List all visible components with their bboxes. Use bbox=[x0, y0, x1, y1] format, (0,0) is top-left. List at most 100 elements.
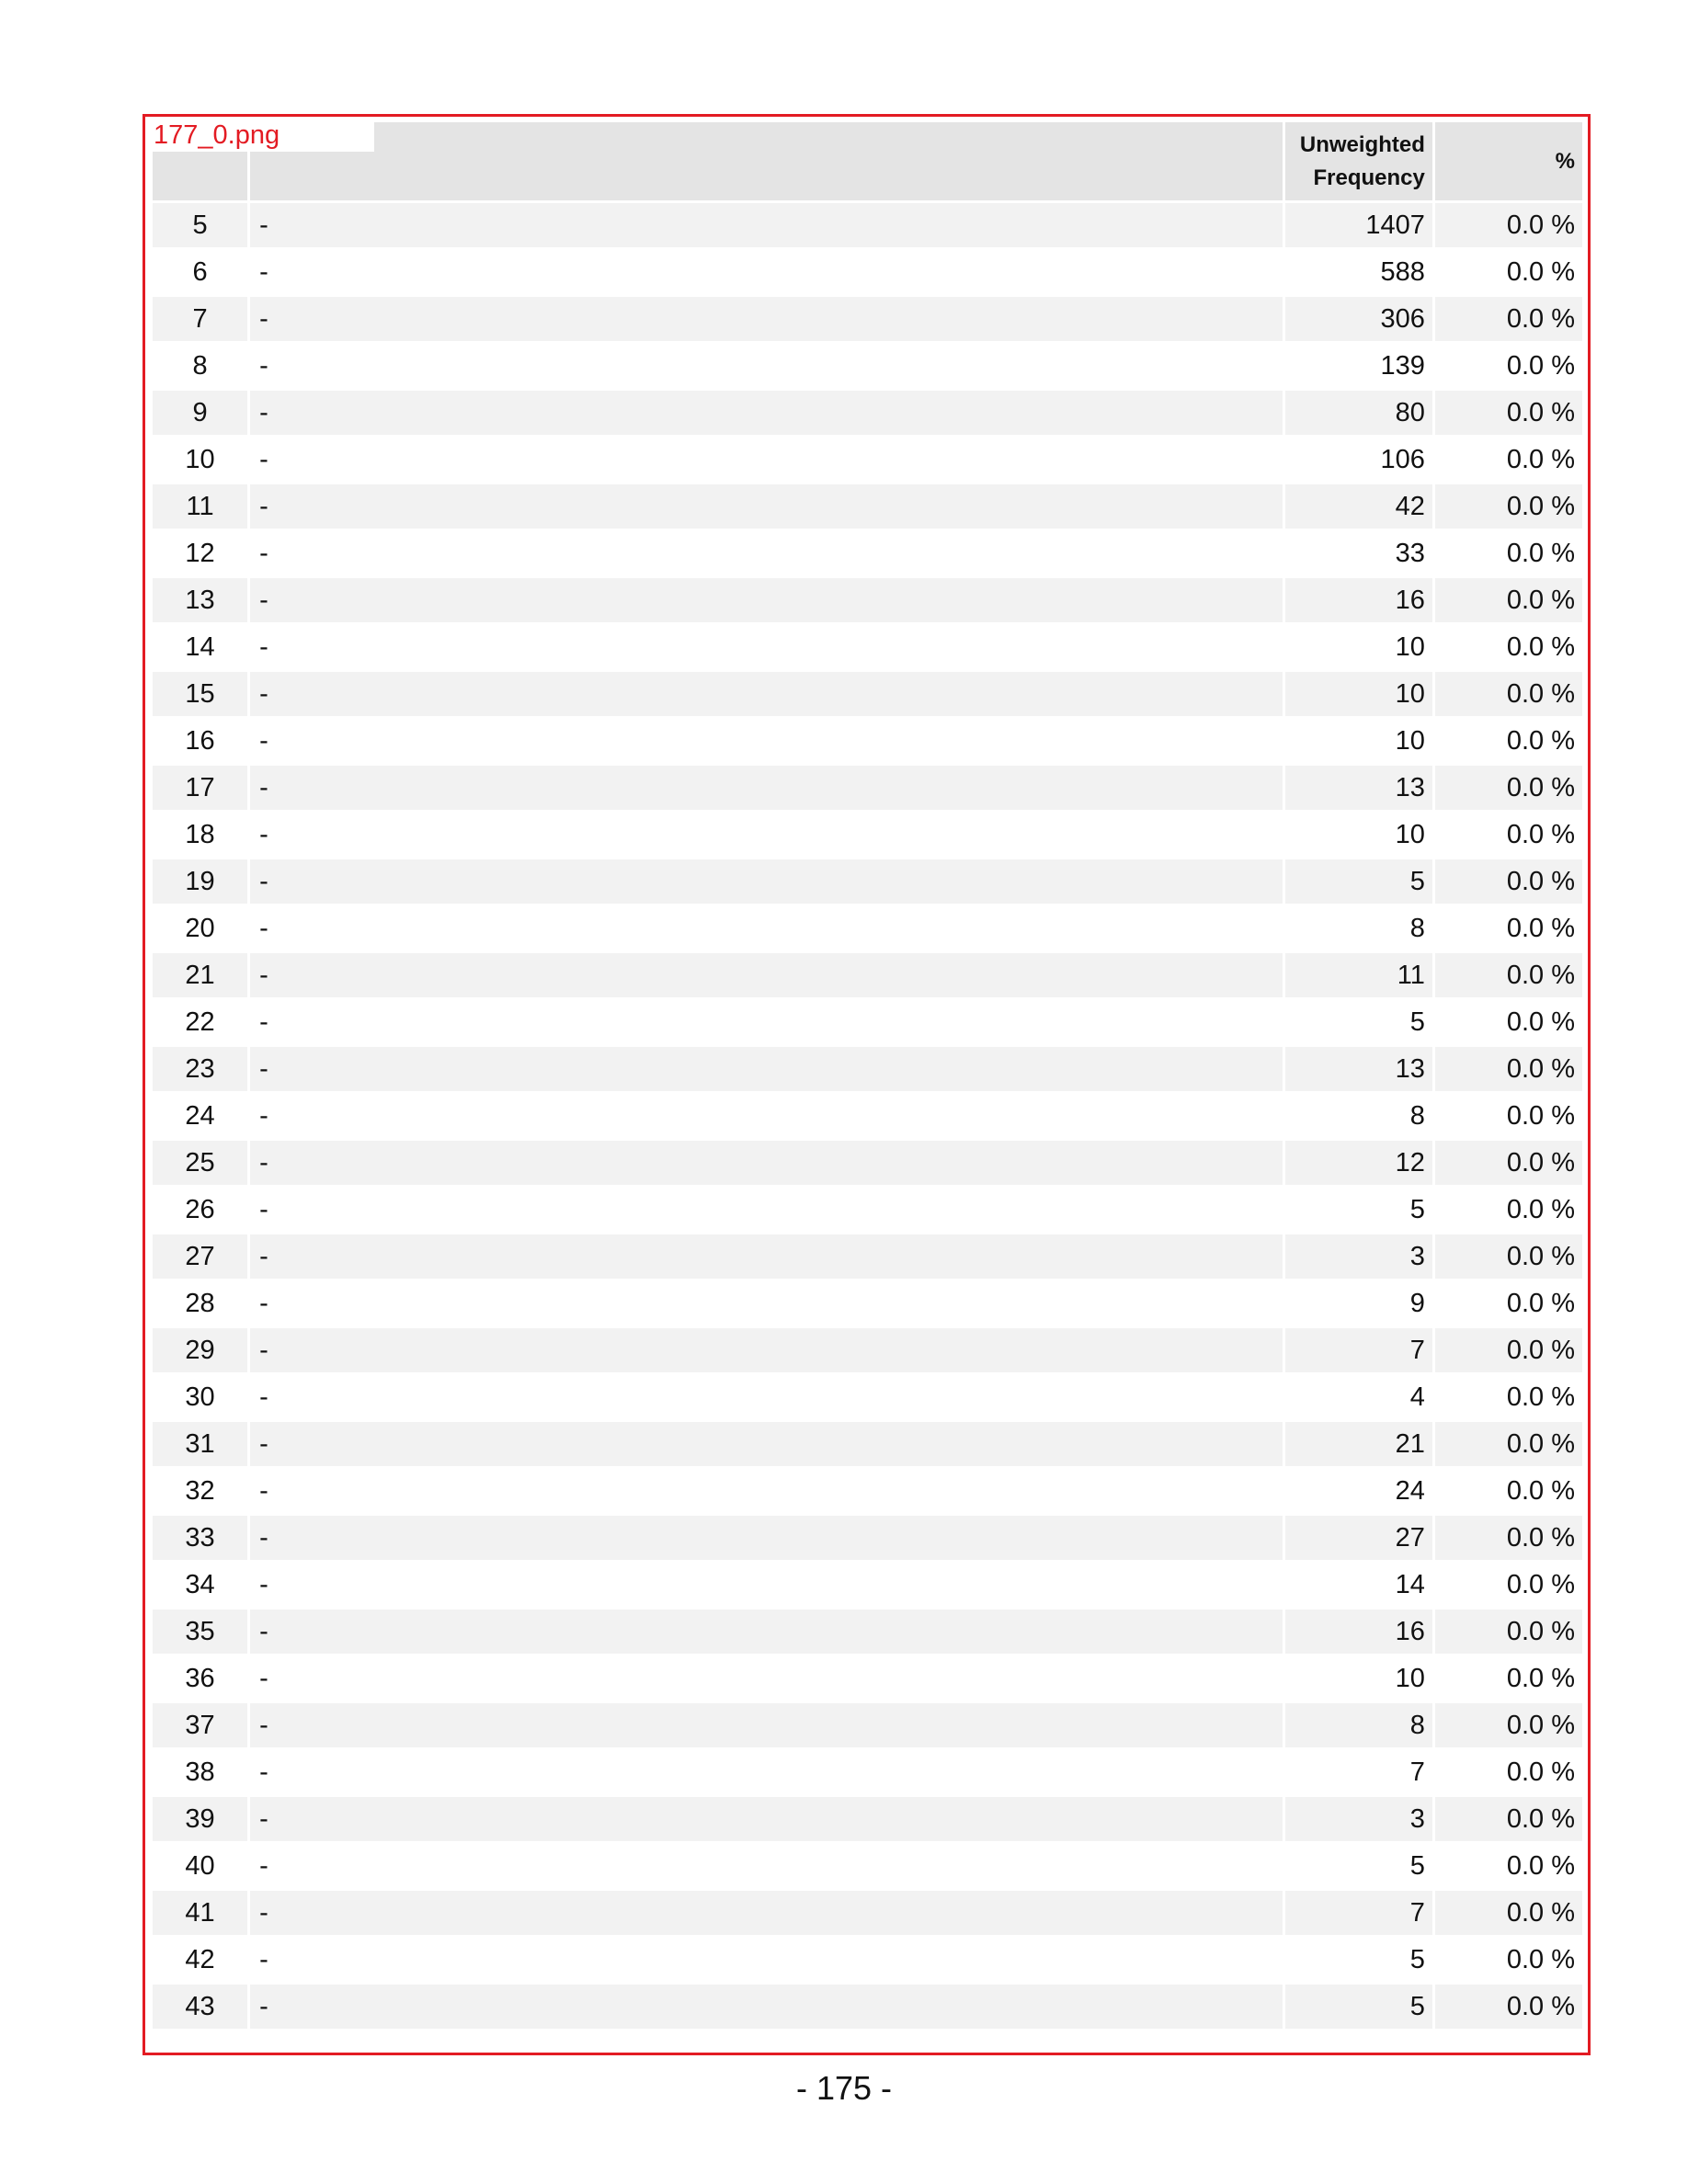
table-row: 20-8 0.0 % bbox=[153, 906, 1582, 950]
label-cell: - bbox=[250, 953, 1283, 997]
code-cell: 28 bbox=[153, 1281, 248, 1325]
frequency-cell: 80 bbox=[1284, 391, 1432, 435]
frequency-cell: 8 bbox=[1284, 906, 1432, 950]
code-cell: 15 bbox=[153, 672, 248, 716]
highlight-frame bbox=[143, 114, 1591, 2055]
frequency-cell: 21 bbox=[1284, 1422, 1432, 1466]
code-cell: 40 bbox=[153, 1844, 248, 1888]
label-cell: - bbox=[250, 1750, 1283, 1794]
table-row: 31-21 0.0 % bbox=[153, 1422, 1582, 1466]
label-cell: - bbox=[250, 203, 1283, 247]
table-row: 22-5 0.0 % bbox=[153, 1000, 1582, 1044]
frequency-cell: 588 bbox=[1284, 250, 1432, 294]
label-cell: - bbox=[250, 1563, 1283, 1607]
table-row: 38-7 0.0 % bbox=[153, 1750, 1582, 1794]
frequency-cell: 11 bbox=[1284, 953, 1432, 997]
code-cell: 30 bbox=[153, 1375, 248, 1419]
table-row: 10-106 0.0 % bbox=[153, 438, 1582, 482]
code-cell: 13 bbox=[153, 578, 248, 622]
percent-cell: 0.0 % bbox=[1434, 578, 1582, 622]
header-percent: % bbox=[1434, 122, 1582, 200]
percent-cell: 0.0 % bbox=[1434, 1844, 1582, 1888]
table-row: 28-9 0.0 % bbox=[153, 1281, 1582, 1325]
frequency-cell: 8 bbox=[1284, 1094, 1432, 1138]
frequency-cell: 7 bbox=[1284, 1750, 1432, 1794]
percent-cell: 0.0 % bbox=[1434, 203, 1582, 247]
percent-cell: 0.0 % bbox=[1434, 1422, 1582, 1466]
label-cell: - bbox=[250, 250, 1283, 294]
table-row: 33-27 0.0 % bbox=[153, 1516, 1582, 1560]
table-row: 41-7 0.0 % bbox=[153, 1891, 1582, 1935]
frequency-cell: 5 bbox=[1284, 1938, 1432, 1982]
table-row: 43-5 0.0 % bbox=[153, 1985, 1582, 2029]
table-row: 15-10 0.0 % bbox=[153, 672, 1582, 716]
code-cell: 34 bbox=[153, 1563, 248, 1607]
table-row: 27-3 0.0 % bbox=[153, 1234, 1582, 1279]
code-cell: 9 bbox=[153, 391, 248, 435]
percent-cell: 0.0 % bbox=[1434, 859, 1582, 904]
table-row: 42-5 0.0 % bbox=[153, 1938, 1582, 1982]
label-cell: - bbox=[250, 1610, 1283, 1654]
percent-cell: 0.0 % bbox=[1434, 1094, 1582, 1138]
frequency-cell: 106 bbox=[1284, 438, 1432, 482]
percent-cell: 0.0 % bbox=[1434, 1141, 1582, 1185]
frequency-cell: 42 bbox=[1284, 484, 1432, 529]
header-label bbox=[250, 122, 1283, 200]
code-cell: 22 bbox=[153, 1000, 248, 1044]
label-cell: - bbox=[250, 531, 1283, 575]
frequency-cell: 16 bbox=[1284, 1610, 1432, 1654]
label-cell: - bbox=[250, 766, 1283, 810]
label-cell: - bbox=[250, 1938, 1283, 1982]
table-row: 14-10 0.0 % bbox=[153, 625, 1582, 669]
label-cell: - bbox=[250, 1328, 1283, 1372]
frequency-cell: 10 bbox=[1284, 813, 1432, 857]
percent-cell: 0.0 % bbox=[1434, 672, 1582, 716]
percent-cell: 0.0 % bbox=[1434, 1563, 1582, 1607]
percent-cell: 0.0 % bbox=[1434, 906, 1582, 950]
table-body: 5-1407 0.0 % 6-588 0.0 % 7-306 0.0 % 8-139 0.0 … bbox=[153, 203, 1582, 2029]
code-cell: 6 bbox=[153, 250, 248, 294]
code-cell: 25 bbox=[153, 1141, 248, 1185]
frequency-cell: 10 bbox=[1284, 672, 1432, 716]
label-cell: - bbox=[250, 1422, 1283, 1466]
table-row: 39-3 0.0 % bbox=[153, 1797, 1582, 1841]
code-cell: 8 bbox=[153, 344, 248, 388]
code-cell: 38 bbox=[153, 1750, 248, 1794]
table-row: 17-13 0.0 % bbox=[153, 766, 1582, 810]
code-cell: 21 bbox=[153, 953, 248, 997]
frequency-cell: 9 bbox=[1284, 1281, 1432, 1325]
code-cell: 29 bbox=[153, 1328, 248, 1372]
label-cell: - bbox=[250, 1188, 1283, 1232]
code-cell: 42 bbox=[153, 1938, 248, 1982]
percent-cell: 0.0 % bbox=[1434, 1750, 1582, 1794]
frequency-cell: 139 bbox=[1284, 344, 1432, 388]
table-row: 37-8 0.0 % bbox=[153, 1703, 1582, 1747]
percent-cell: 0.0 % bbox=[1434, 1234, 1582, 1279]
file-label: 177_0.png bbox=[148, 119, 374, 152]
code-cell: 24 bbox=[153, 1094, 248, 1138]
frequency-cell: 10 bbox=[1284, 1656, 1432, 1701]
frequency-cell: 7 bbox=[1284, 1328, 1432, 1372]
percent-cell: 0.0 % bbox=[1434, 1938, 1582, 1982]
frequency-cell: 5 bbox=[1284, 1000, 1432, 1044]
label-cell: - bbox=[250, 1094, 1283, 1138]
percent-cell: 0.0 % bbox=[1434, 484, 1582, 529]
table-row: 11-42 0.0 % bbox=[153, 484, 1582, 529]
frequency-cell: 4 bbox=[1284, 1375, 1432, 1419]
frequency-cell: 7 bbox=[1284, 1891, 1432, 1935]
code-cell: 26 bbox=[153, 1188, 248, 1232]
code-cell: 23 bbox=[153, 1047, 248, 1091]
percent-cell: 0.0 % bbox=[1434, 344, 1582, 388]
percent-cell: 0.0 % bbox=[1434, 1610, 1582, 1654]
frequency-cell: 14 bbox=[1284, 1563, 1432, 1607]
code-cell: 17 bbox=[153, 766, 248, 810]
percent-cell: 0.0 % bbox=[1434, 1469, 1582, 1513]
table-row: 24-8 0.0 % bbox=[153, 1094, 1582, 1138]
label-cell: - bbox=[250, 1891, 1283, 1935]
percent-cell: 0.0 % bbox=[1434, 953, 1582, 997]
frequency-cell: 16 bbox=[1284, 578, 1432, 622]
percent-cell: 0.0 % bbox=[1434, 1891, 1582, 1935]
label-cell: - bbox=[250, 625, 1283, 669]
code-cell: 11 bbox=[153, 484, 248, 529]
label-cell: - bbox=[250, 344, 1283, 388]
